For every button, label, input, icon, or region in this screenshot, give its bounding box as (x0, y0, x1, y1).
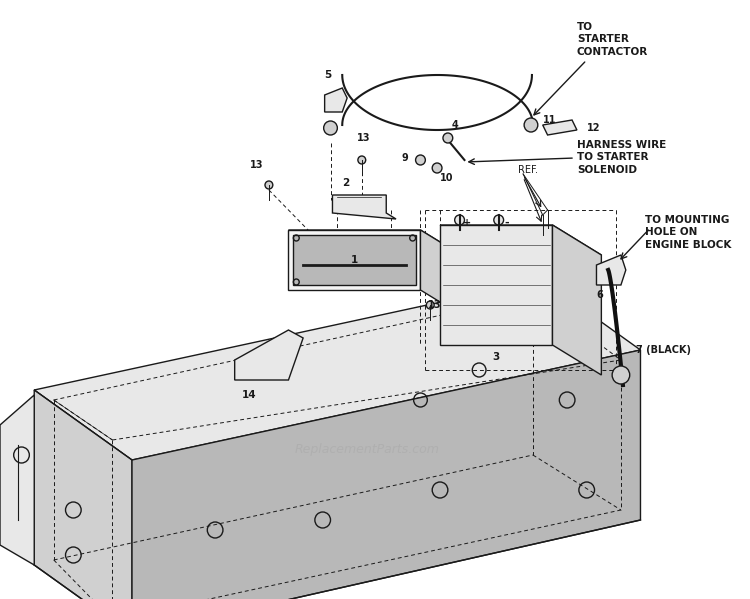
Polygon shape (543, 120, 577, 135)
Circle shape (358, 156, 366, 164)
Polygon shape (132, 350, 640, 599)
Polygon shape (293, 235, 416, 285)
Text: 10: 10 (440, 173, 454, 183)
Text: 13: 13 (357, 133, 370, 143)
Polygon shape (235, 330, 303, 380)
Circle shape (324, 121, 338, 135)
Text: 13: 13 (250, 160, 263, 170)
Circle shape (612, 366, 630, 384)
Polygon shape (440, 225, 553, 345)
Text: 7 (BLACK): 7 (BLACK) (635, 345, 691, 355)
Polygon shape (596, 255, 626, 285)
Text: -: - (504, 218, 509, 228)
Polygon shape (325, 88, 347, 112)
Text: 3: 3 (492, 352, 500, 362)
Text: ReplacementParts.com: ReplacementParts.com (294, 443, 440, 456)
Polygon shape (289, 230, 421, 290)
Circle shape (265, 181, 273, 189)
Polygon shape (289, 230, 464, 257)
Polygon shape (34, 280, 640, 460)
Polygon shape (440, 225, 602, 255)
Text: TO MOUNTING
HOLE ON
ENGINE BLOCK: TO MOUNTING HOLE ON ENGINE BLOCK (645, 215, 732, 250)
Text: 4: 4 (452, 120, 458, 130)
Text: 5: 5 (324, 70, 332, 80)
Text: 6: 6 (596, 290, 603, 300)
Text: REF.: REF. (518, 165, 538, 175)
Circle shape (494, 215, 503, 225)
Text: 14: 14 (242, 390, 256, 400)
Circle shape (454, 215, 464, 225)
Text: 13: 13 (428, 300, 442, 310)
Text: 9: 9 (402, 153, 409, 163)
Circle shape (524, 118, 538, 132)
Circle shape (443, 133, 453, 143)
Text: HARNESS WIRE
TO STARTER
SOLENOID: HARNESS WIRE TO STARTER SOLENOID (577, 140, 666, 175)
Polygon shape (0, 395, 34, 565)
Polygon shape (332, 195, 396, 219)
Circle shape (432, 163, 442, 173)
Polygon shape (553, 225, 602, 375)
Circle shape (416, 155, 425, 165)
Text: +: + (464, 218, 472, 228)
Text: 11: 11 (543, 115, 556, 125)
Text: TO
STARTER
CONTACTOR: TO STARTER CONTACTOR (577, 22, 648, 57)
Text: 12: 12 (586, 123, 600, 133)
Polygon shape (34, 390, 132, 599)
Polygon shape (421, 230, 464, 317)
Text: 1: 1 (350, 255, 358, 265)
Circle shape (426, 301, 434, 309)
Text: 2: 2 (342, 178, 350, 188)
